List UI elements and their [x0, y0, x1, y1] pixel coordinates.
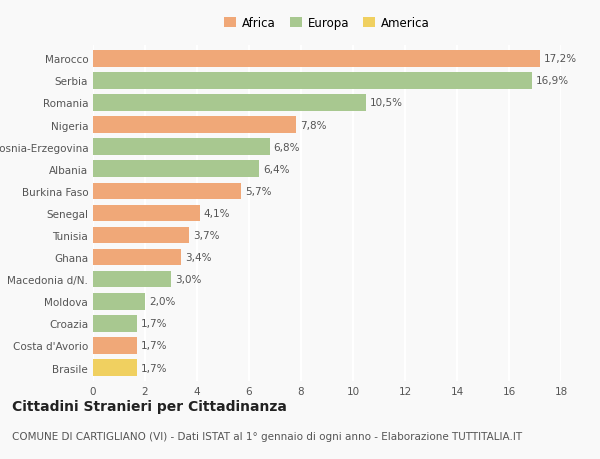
- Text: 3,0%: 3,0%: [175, 274, 201, 285]
- Text: 5,7%: 5,7%: [245, 186, 272, 196]
- Bar: [93, 249, 181, 266]
- Text: 16,9%: 16,9%: [536, 76, 569, 86]
- Text: 6,8%: 6,8%: [274, 142, 300, 152]
- Text: 10,5%: 10,5%: [370, 98, 403, 108]
- Bar: [93, 73, 532, 90]
- Text: 2,0%: 2,0%: [149, 297, 175, 307]
- Text: 7,8%: 7,8%: [300, 120, 326, 130]
- Bar: [93, 359, 137, 376]
- Bar: [93, 95, 366, 112]
- Text: 1,7%: 1,7%: [141, 363, 167, 373]
- Text: Cittadini Stranieri per Cittadinanza: Cittadini Stranieri per Cittadinanza: [12, 399, 287, 413]
- Bar: [93, 161, 259, 178]
- Text: 6,4%: 6,4%: [263, 164, 290, 174]
- Bar: [93, 183, 241, 200]
- Text: 1,7%: 1,7%: [141, 341, 167, 351]
- Bar: [93, 51, 540, 67]
- Bar: [93, 205, 200, 222]
- Text: 1,7%: 1,7%: [141, 319, 167, 329]
- Legend: Africa, Europa, America: Africa, Europa, America: [221, 13, 433, 34]
- Bar: [93, 337, 137, 354]
- Text: 17,2%: 17,2%: [544, 54, 577, 64]
- Bar: [93, 271, 171, 288]
- Text: 4,1%: 4,1%: [203, 208, 230, 218]
- Bar: [93, 117, 296, 134]
- Text: COMUNE DI CARTIGLIANO (VI) - Dati ISTAT al 1° gennaio di ogni anno - Elaborazion: COMUNE DI CARTIGLIANO (VI) - Dati ISTAT …: [12, 431, 522, 442]
- Bar: [93, 293, 145, 310]
- Text: 3,4%: 3,4%: [185, 252, 212, 263]
- Text: 3,7%: 3,7%: [193, 230, 220, 241]
- Bar: [93, 315, 137, 332]
- Bar: [93, 139, 270, 156]
- Bar: [93, 227, 189, 244]
